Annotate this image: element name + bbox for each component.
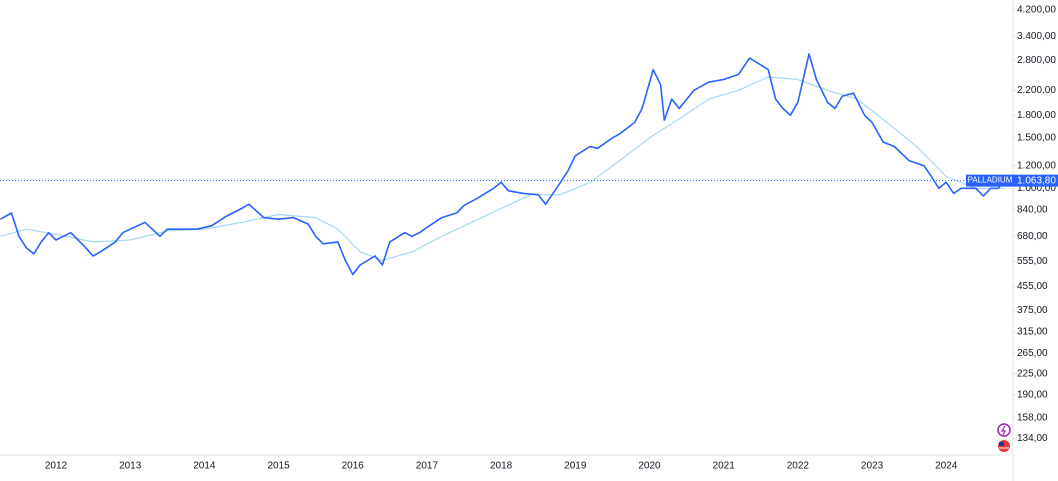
y-tick-label: 315,00 — [1017, 327, 1048, 338]
y-tick-label: 225,00 — [1017, 368, 1048, 379]
y-tick-label: 158,00 — [1017, 412, 1048, 423]
y-tick-label: 3.400,00 — [1017, 31, 1056, 42]
x-tick-label: 2016 — [342, 461, 365, 472]
y-tick-label: 1.200,00 — [1017, 160, 1056, 171]
y-tick-label: 555,00 — [1017, 256, 1048, 267]
y-tick-label: 265,00 — [1017, 348, 1048, 359]
x-tick-label: 2018 — [490, 461, 513, 472]
last-price-label: 1.063,80 — [1017, 175, 1056, 186]
price-line — [0, 53, 1006, 276]
x-tick-label: 2021 — [713, 461, 736, 472]
y-tick-label: 840,00 — [1017, 205, 1048, 216]
y-tick-label: 2.800,00 — [1017, 55, 1056, 66]
y-tick-label: 375,00 — [1017, 305, 1048, 316]
y-tick-label: 1.500,00 — [1017, 133, 1056, 144]
y-tick-label: 4.200,00 — [1017, 5, 1056, 16]
last-price-badge — [1014, 174, 1058, 187]
y-tick-label: 1.000,00 — [1017, 183, 1056, 194]
symbol-label: PALLADIUM — [968, 176, 1013, 185]
y-tick-label: 190,00 — [1017, 389, 1048, 400]
flag-icon[interactable] — [998, 440, 1010, 452]
x-tick-label: 2013 — [119, 461, 142, 472]
alert-icon[interactable] — [997, 423, 1011, 437]
y-tick-label: 455,00 — [1017, 281, 1048, 292]
x-tick-label: 2020 — [638, 461, 661, 472]
x-tick-label: 2017 — [416, 461, 439, 472]
x-tick-label: 2015 — [267, 461, 290, 472]
x-tick-label: 2012 — [45, 461, 68, 472]
moving-average-line — [0, 76, 1005, 261]
x-tick-label: 2019 — [564, 461, 587, 472]
x-tick-label: 2024 — [935, 461, 958, 472]
x-tick-label: 2014 — [193, 461, 216, 472]
x-tick-label: 2022 — [787, 461, 810, 472]
y-tick-label: 134,00 — [1017, 433, 1048, 444]
y-tick-label: 1.800,00 — [1017, 110, 1056, 121]
symbol-badge — [966, 174, 1014, 187]
x-tick-label: 2023 — [861, 461, 884, 472]
y-tick-label: 680,00 — [1017, 231, 1048, 242]
y-tick-label: 2.200,00 — [1017, 85, 1056, 96]
